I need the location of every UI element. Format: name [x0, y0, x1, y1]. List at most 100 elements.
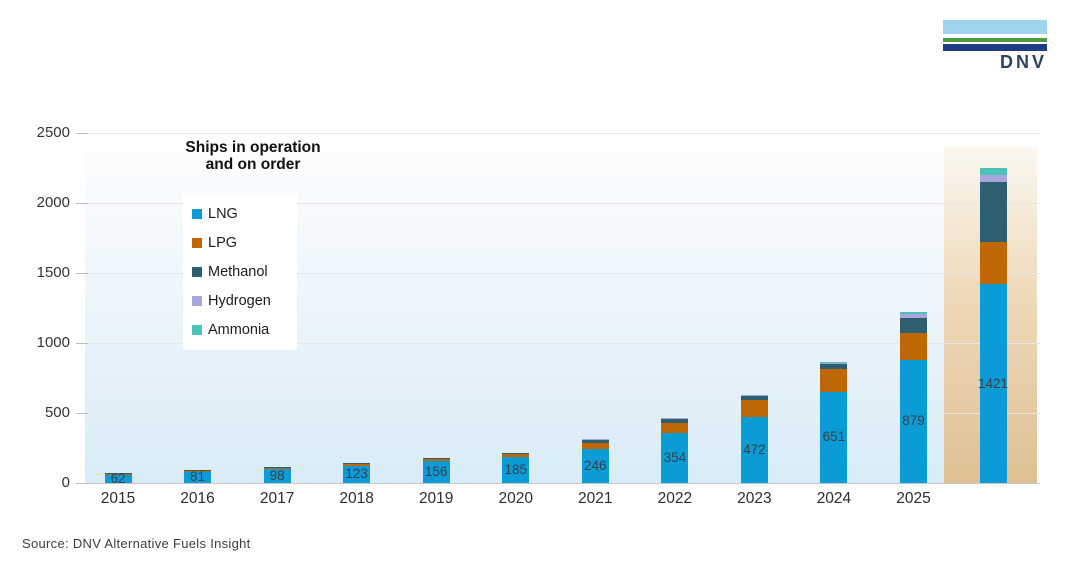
bar-value-label: 62 — [110, 470, 126, 486]
bar-value-label: 81 — [190, 469, 206, 485]
y-axis-label: 2000 — [36, 194, 70, 211]
legend-swatch-ammonia-icon — [192, 324, 202, 335]
legend-swatch-methanol-icon — [192, 266, 202, 277]
bar-segment-hydrogen — [661, 418, 689, 419]
bar-segment-ammonia — [900, 312, 927, 314]
bar-segment-lpg — [263, 467, 291, 470]
source-note: Source: DNV Alternative Fuels Insight — [22, 536, 251, 551]
bar-segment-lpg — [979, 242, 1007, 285]
x-axis-label: 2021 — [578, 490, 613, 507]
x-axis-label: 2022 — [657, 490, 693, 507]
logo-wordmark: DNV — [999, 52, 1047, 72]
y-axis-tick — [76, 273, 88, 274]
bar-segment-lng — [184, 471, 212, 483]
logo-band-lightblue-icon — [943, 20, 1047, 34]
legend-item: Methanol — [192, 257, 297, 286]
bar-segment-methanol — [502, 452, 530, 454]
x-axis-label: 2024 — [816, 490, 852, 507]
legend-item: Hydrogen — [192, 286, 297, 315]
x-axis-label: 2015 — [100, 490, 136, 507]
legend-label: LNG — [208, 205, 238, 222]
bar-segment-lpg — [502, 454, 530, 458]
bar-segment-lng — [104, 474, 132, 483]
legend-item: LPG — [192, 228, 297, 257]
y-axis-tick — [76, 413, 88, 414]
bar-segment-methanol — [820, 363, 848, 370]
logo-band-green-icon — [943, 38, 1047, 42]
bar-segment-lng — [581, 448, 609, 483]
bar-segment-lng — [422, 461, 450, 483]
y-axis-label: 0 — [61, 474, 70, 491]
legend-label: Ammonia — [208, 321, 270, 338]
bar-segment-methanol — [184, 469, 212, 471]
bar-segment-methanol — [979, 181, 1007, 243]
bar-value-label: 1421 — [978, 375, 1009, 391]
bar-segment-hydrogen — [820, 362, 848, 364]
x-axis-label: 2023 — [737, 490, 772, 507]
x-axis-label: 2018 — [339, 490, 374, 507]
bar-segment-lpg — [581, 443, 609, 449]
bar-segment-lpg — [422, 459, 450, 462]
gridline — [88, 343, 1040, 344]
logo-band-darkblue-icon — [943, 44, 1047, 51]
legend-label: Methanol — [208, 263, 268, 280]
bar-segment-lpg — [820, 369, 848, 392]
gridline — [88, 203, 1040, 204]
legend-swatch-lng-icon — [192, 208, 202, 219]
bar-segment-lng — [263, 469, 291, 483]
bar-value-label: 185 — [504, 462, 528, 478]
bar-value-label: 651 — [822, 429, 846, 445]
bar-segment-lpg — [661, 422, 689, 434]
y-axis-label: 2500 — [36, 124, 70, 141]
bar-value-label: 879 — [902, 413, 925, 429]
gridline — [88, 483, 1040, 484]
bar-segment-methanol — [581, 439, 609, 444]
gridline — [88, 413, 1040, 414]
bar-segment-methanol — [661, 418, 689, 423]
bar-value-label: 98 — [269, 468, 285, 484]
bar-segment-lng — [740, 416, 768, 483]
bar-value-label: 156 — [424, 464, 448, 480]
x-axis-label: 2017 — [259, 490, 295, 507]
y-axis-label: 500 — [44, 404, 70, 421]
legend-item: Ammonia — [192, 315, 297, 344]
bar-value-label: 246 — [584, 457, 607, 473]
legend-label: LPG — [208, 234, 238, 251]
bar-segment-lpg — [184, 470, 212, 472]
bar-segment-lng — [343, 465, 371, 483]
bar-value-label: 123 — [345, 466, 368, 482]
bar-segment-lng — [820, 391, 848, 483]
chart-title-line1: Ships in operation — [185, 139, 321, 156]
y-axis-tick — [76, 203, 88, 204]
bar-segment-hydrogen — [979, 174, 1007, 182]
legend-swatch-hydrogen-icon — [192, 295, 202, 306]
bar-segment-lng — [979, 284, 1007, 483]
y-axis-tick — [76, 133, 88, 134]
bar-segment-methanol — [343, 462, 371, 464]
bar-segment-methanol — [263, 466, 291, 468]
bar-segment-ammonia — [979, 167, 1007, 175]
legend: LNG LPG Methanol Hydrogen Ammonia — [183, 193, 297, 350]
dnv-logo: DNV — [943, 20, 1047, 71]
chart-title: Ships in operation and on order — [150, 139, 356, 173]
bar-segment-lpg — [343, 463, 371, 466]
y-axis-tick — [76, 483, 88, 484]
bar-segment-hydrogen — [740, 394, 768, 396]
bar-segment-hydrogen — [581, 439, 609, 440]
gridline — [88, 133, 1040, 134]
legend-label: Hydrogen — [208, 292, 271, 309]
y-axis-label: 1000 — [36, 334, 70, 351]
x-axis-label: 2025 — [896, 490, 931, 507]
bar-value-label: 354 — [663, 450, 687, 466]
legend-swatch-lpg-icon — [192, 237, 202, 248]
bar-segment-lpg — [900, 333, 927, 360]
bar-segment-hydrogen — [900, 313, 927, 318]
bar-segment-lng — [502, 457, 530, 483]
bar-segment-lpg — [104, 473, 132, 475]
x-axis-label: 2020 — [498, 490, 533, 507]
bar-segment-methanol — [422, 457, 450, 460]
gridline — [88, 273, 1040, 274]
x-axis-label: 2019 — [418, 490, 454, 507]
